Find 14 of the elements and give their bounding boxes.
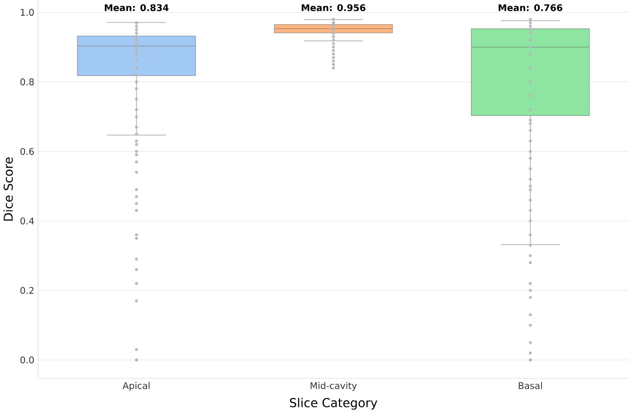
y-tick-label: 0.8 [20,78,34,86]
y-tick-label: 0.6 [20,148,34,155]
annotation: Mean: 0.956 [302,4,366,12]
y-tick-label: 0.4 [20,217,34,224]
x-tick-label: Mid-cavity [310,382,357,391]
x-tick-label: Apical [122,382,150,391]
annotation: Mean: 0.834 [104,4,169,12]
y-axis-title: Dice Score [3,157,13,221]
annotation: Mean: 0.766 [498,4,562,12]
y-tick-label: 0.2 [20,286,34,294]
x-axis-title: Slice Category [290,398,378,410]
x-tick-label: Basal [518,382,542,390]
y-tick-label: 0.0 [20,356,34,364]
y-tick-label: 1.0 [20,8,34,16]
